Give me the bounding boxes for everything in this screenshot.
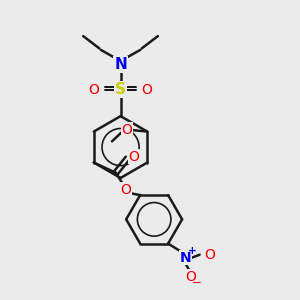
- Text: O: O: [142, 82, 152, 97]
- Text: N: N: [114, 57, 127, 72]
- Text: S: S: [115, 82, 126, 97]
- Text: O: O: [88, 82, 100, 97]
- Text: N: N: [180, 251, 192, 265]
- Text: O: O: [121, 183, 132, 197]
- Text: O: O: [185, 270, 196, 284]
- Text: O: O: [121, 123, 132, 137]
- Text: O: O: [204, 248, 215, 262]
- Text: −: −: [192, 276, 202, 289]
- Text: +: +: [188, 246, 197, 256]
- Text: O: O: [129, 150, 140, 164]
